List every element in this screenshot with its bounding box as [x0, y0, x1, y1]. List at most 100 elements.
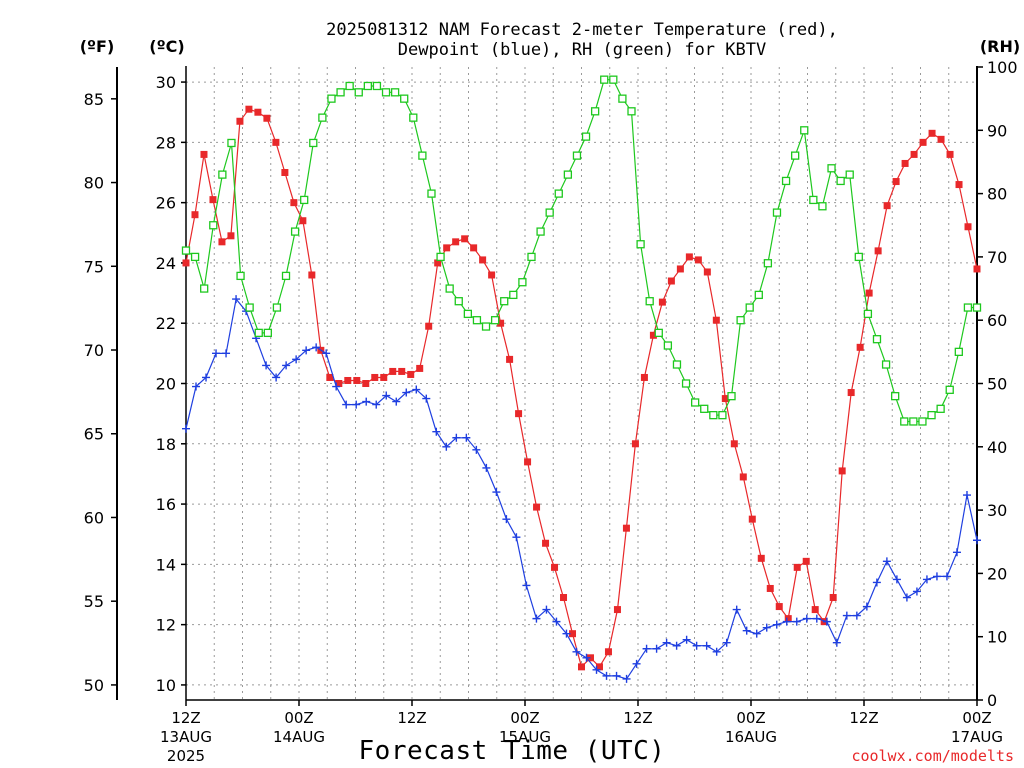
- rh-point: [454, 297, 463, 306]
- temperature-point: [353, 376, 361, 384]
- dewpoint-point: [222, 349, 231, 358]
- rh-tick-label: 70: [987, 248, 1007, 267]
- dewpoint-point: [892, 575, 901, 584]
- rh-point: [281, 271, 291, 281]
- rh-point: [954, 347, 963, 357]
- rh-point: [791, 151, 800, 160]
- dewpoint-point: [672, 641, 681, 650]
- series-lines: [181, 75, 982, 683]
- rh-point: [181, 246, 191, 255]
- dewpoint-point: [492, 488, 501, 497]
- dewpoint-point: [652, 644, 661, 653]
- temperature-point: [766, 584, 774, 592]
- rh-unit-label: (RH): [980, 37, 1020, 56]
- dewpoint-point: [602, 671, 611, 680]
- rh-point: [290, 227, 300, 236]
- x-tick-label-hour: 12Z: [623, 709, 652, 727]
- temperature-point: [344, 376, 352, 384]
- rh-point: [918, 417, 927, 426]
- dewpoint-point: [612, 671, 621, 680]
- temperature-point: [955, 181, 963, 189]
- dewpoint-point: [882, 557, 891, 566]
- dewpoint-point: [762, 623, 771, 632]
- temperature-point: [524, 458, 532, 466]
- temperature-point: [497, 319, 505, 327]
- temperature-point: [416, 364, 424, 372]
- rh-point: [809, 195, 818, 205]
- temperature-point: [613, 606, 621, 614]
- temperature-point: [191, 211, 199, 219]
- x-tick-label-hour: 12Z: [397, 709, 426, 727]
- dewpoint-point: [312, 343, 321, 352]
- rh-point: [818, 202, 827, 211]
- rh-point: [700, 404, 709, 413]
- temperature-point: [703, 268, 711, 276]
- temperature-point: [829, 594, 837, 602]
- temperature-point: [488, 271, 496, 279]
- temperature-point: [928, 129, 936, 137]
- x-tick-label-date: 17AUG: [951, 728, 1003, 746]
- dewpoint-point: [732, 605, 741, 614]
- temperature-point: [407, 370, 415, 378]
- rh-point: [381, 88, 391, 97]
- dewpoint-point: [772, 620, 781, 629]
- dewpoint-point: [822, 617, 831, 626]
- celsius-tick-label: 18: [156, 435, 176, 454]
- temperature-point: [676, 265, 684, 273]
- temperature-point: [694, 256, 702, 264]
- rh-point: [927, 410, 936, 420]
- rh-point: [627, 107, 636, 116]
- dewpoint-point: [802, 614, 811, 623]
- temperature-point: [901, 159, 909, 167]
- temperature-point: [640, 373, 648, 381]
- dewpoint-point: [912, 587, 921, 596]
- rh-point: [645, 297, 654, 306]
- rh-point: [554, 189, 563, 198]
- celsius-tick-label: 10: [156, 676, 176, 695]
- rh-point: [600, 75, 609, 84]
- rh-point: [845, 170, 854, 179]
- rh-point: [481, 322, 491, 331]
- temperature-point: [622, 524, 630, 532]
- rh-point: [654, 328, 663, 338]
- dewpoint-point: [192, 382, 201, 391]
- rh-point: [581, 132, 591, 141]
- dewpoint-point: [292, 355, 301, 364]
- rh-point: [418, 151, 427, 160]
- temperature-point: [757, 554, 765, 562]
- dewpoint-point: [952, 548, 961, 557]
- rh-tick-label: 80: [987, 185, 1007, 204]
- celsius-tick-label: 16: [156, 495, 176, 514]
- temperature-point: [739, 473, 747, 481]
- rh-point: [636, 240, 645, 249]
- fahrenheit-tick-label: 75: [84, 257, 104, 276]
- temperature-point: [371, 373, 379, 381]
- dewpoint-point: [642, 644, 651, 653]
- rh-point: [372, 81, 382, 91]
- dewpoint-point: [452, 433, 461, 442]
- temperature-point: [856, 343, 864, 351]
- dewpoint-point: [422, 394, 431, 403]
- temperature-point: [937, 135, 945, 143]
- dewpoint-point: [842, 611, 851, 620]
- rh-point: [718, 410, 727, 420]
- dewpoint-point: [712, 647, 721, 656]
- temperature-point: [209, 196, 217, 204]
- rh-point: [936, 404, 945, 413]
- temperature-point: [542, 539, 550, 547]
- rh-point: [345, 81, 354, 91]
- temperature-point: [227, 232, 235, 240]
- temperature-point: [533, 503, 541, 511]
- rh-point: [690, 398, 700, 407]
- celsius-tick-label: 14: [156, 555, 176, 574]
- rh-point: [390, 88, 400, 97]
- temperature-point: [299, 217, 307, 225]
- temperature-point: [730, 440, 738, 448]
- fahrenheit-tick-label: 50: [84, 676, 104, 695]
- dewpoint-point: [702, 641, 711, 650]
- rh-point: [836, 176, 845, 186]
- rh-tick-label: 0: [987, 691, 997, 710]
- rh-point: [618, 94, 627, 103]
- celsius-tick-label: 28: [156, 133, 176, 152]
